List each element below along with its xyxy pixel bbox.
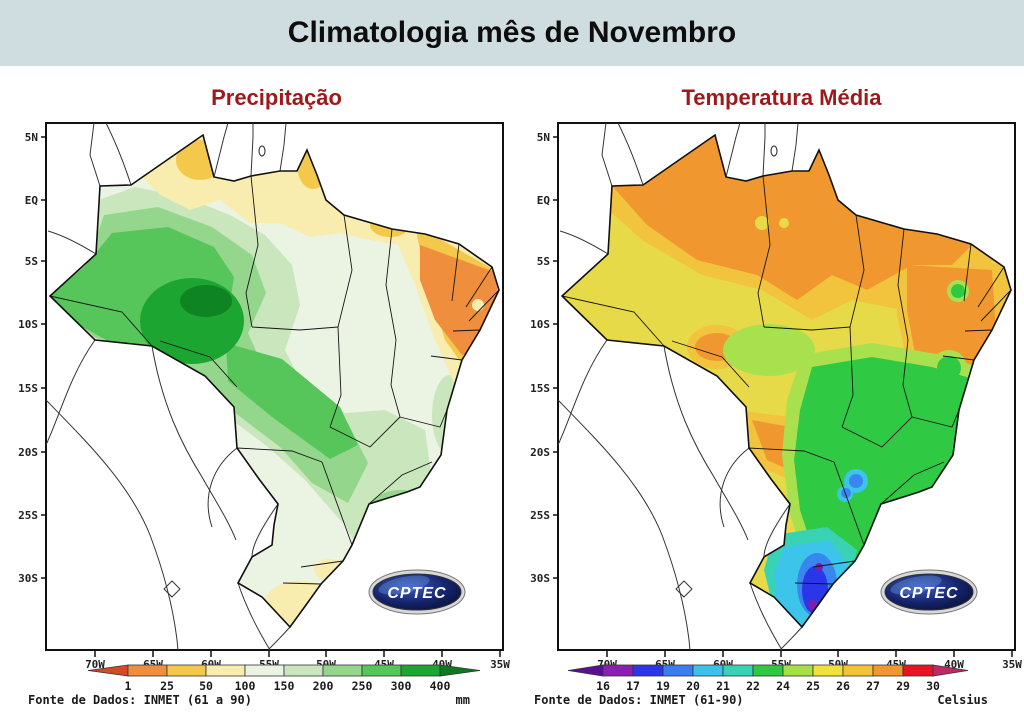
- colorbar-label: 20: [686, 679, 700, 693]
- axis-tick-label: 5S: [537, 255, 550, 268]
- data-source-text: Fonte de Dados: INMET (61 a 90): [28, 693, 252, 707]
- brazil-outline: [560, 133, 1012, 629]
- colorbar-label: 100: [235, 679, 256, 693]
- colorbar-label: 29: [896, 679, 910, 693]
- precip-colorbar: 1 25 50 100 150 200 250 300 400: [87, 664, 481, 693]
- axis-tick-label: 20S: [530, 446, 550, 459]
- data-source-text: Fonte de Dados: INMET (61-90): [534, 693, 744, 707]
- axis-tick-label: 5N: [25, 131, 38, 144]
- colorbar-label: 26: [836, 679, 850, 693]
- cptec-logo-text: CPTEC: [899, 585, 958, 602]
- colorbar-label: 24: [776, 679, 790, 693]
- axis-tick-label: 30S: [18, 572, 38, 585]
- axis-tick-label: EQ: [537, 194, 551, 207]
- colorbar-label: 25: [160, 679, 174, 693]
- precip-subtitle: Precipitação: [211, 85, 342, 110]
- colorbar-label: 30: [926, 679, 940, 693]
- map-frame: [45, 122, 504, 651]
- axis-tick-label: 35W: [1002, 658, 1022, 671]
- brazil-outline: [48, 133, 500, 629]
- colorbar-label: 27: [866, 679, 880, 693]
- axis-tick-label: 70W: [85, 658, 105, 671]
- cptec-logo: CPTEC: [880, 569, 978, 615]
- y-axis-ticks: 5N EQ 5S 10S 15S 20S 25S 30S: [530, 131, 559, 585]
- axis-tick-label: 35W: [490, 658, 510, 671]
- cptec-logo-text: CPTEC: [387, 585, 446, 602]
- axis-tick-label: 20S: [18, 446, 38, 459]
- colorbar-label: 22: [746, 679, 760, 693]
- axis-tick-label: EQ: [25, 194, 39, 207]
- colorbar-label: 21: [716, 679, 730, 693]
- y-axis-ticks: 5N EQ 5S 10S 15S 20S 25S 30S: [18, 131, 47, 585]
- page-title: Climatologia mês de Novembro: [287, 16, 737, 49]
- axis-tick-label: 10S: [18, 318, 38, 331]
- title-banner: Climatologia mês de Novembro: [0, 0, 1024, 66]
- state-boundaries: [50, 175, 499, 585]
- axis-tick-label: 15S: [530, 382, 550, 395]
- axis-tick-label: 5S: [25, 255, 38, 268]
- precipitation-map-panel: 5N EQ 5S 10S 15S 20S 25S 30S 70W 65W 60W…: [18, 122, 510, 707]
- colorbar-label: 200: [313, 679, 334, 693]
- unit-label: mm: [456, 693, 470, 707]
- colorbar-label: 17: [626, 679, 640, 693]
- colorbar-label: 16: [596, 679, 610, 693]
- temperature-map-panel: 5N EQ 5S 10S 15S 20S 25S 30S 70W 65W 60W…: [530, 122, 1022, 707]
- state-boundaries: [562, 175, 1011, 585]
- axis-tick-label: 10S: [530, 318, 550, 331]
- temp-subtitle: Temperatura Média: [681, 85, 882, 110]
- neighbor-country-borders: [557, 122, 803, 651]
- axis-tick-label: 30S: [530, 572, 550, 585]
- colorbar-label: 25: [806, 679, 820, 693]
- axis-tick-label: 5N: [537, 131, 550, 144]
- cptec-logo: CPTEC: [368, 569, 466, 615]
- map-frame: [557, 122, 1016, 651]
- colorbar-label: 19: [656, 679, 670, 693]
- axis-tick-label: 25S: [530, 509, 550, 522]
- axis-tick-label: 25S: [18, 509, 38, 522]
- axis-tick-label: 15S: [18, 382, 38, 395]
- neighbor-country-borders: [45, 122, 291, 651]
- colorbar-label: 50: [199, 679, 213, 693]
- colorbar-label: 400: [430, 679, 451, 693]
- colorbar-label: 150: [274, 679, 295, 693]
- colorbar-label: 1: [125, 679, 132, 693]
- temp-colorbar: 16 17 19 20 21 22 24 25 26 27 29 30: [567, 664, 969, 693]
- colorbar-label: 250: [352, 679, 373, 693]
- colorbar-label: 300: [391, 679, 412, 693]
- unit-label: Celsius: [937, 693, 988, 707]
